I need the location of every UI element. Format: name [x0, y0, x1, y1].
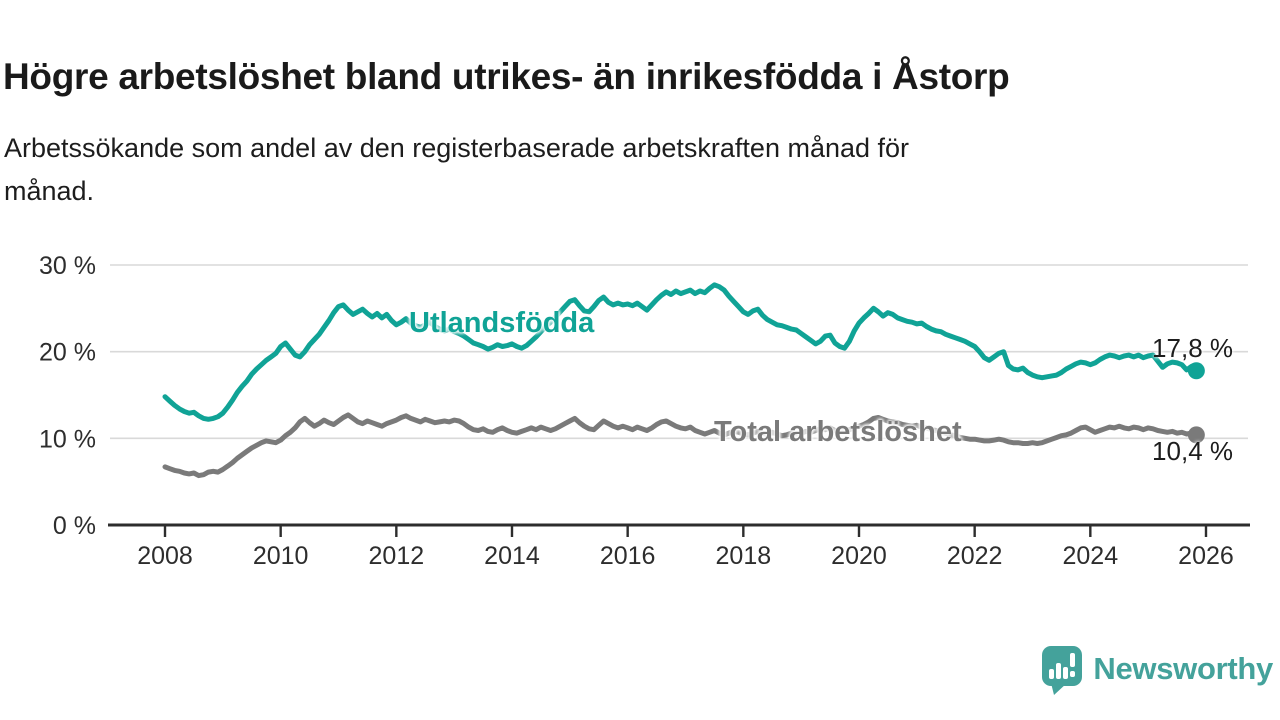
- newsworthy-bubble-icon: [1042, 646, 1083, 695]
- end-value-label-total: 10,4 %: [1152, 436, 1233, 466]
- y-tick-label-20: 20 %: [39, 339, 96, 367]
- series-line-0: [162, 282, 1199, 422]
- x-tick-label-2022: 2022: [947, 542, 1003, 570]
- x-tick-label-2018: 2018: [716, 542, 772, 570]
- series-label-total-arbetsloshet: Total arbetslöshet: [714, 416, 962, 448]
- newsworthy-wordmark: Newsworthy: [1093, 651, 1273, 686]
- x-tick-label-2008: 2008: [137, 542, 193, 570]
- x-tick-label-2024: 2024: [1063, 542, 1119, 570]
- end-value-label-utlandsfodda: 17,8 %: [1152, 333, 1233, 363]
- x-tick-label-2014: 2014: [484, 542, 540, 570]
- x-tick-label-2010: 2010: [253, 542, 309, 570]
- chart-subtitle: Arbetssökande som andel av den registerb…: [4, 133, 910, 206]
- newsworthy-logo: Newsworthy: [1041, 642, 1273, 696]
- series-end-dot-1: [1187, 426, 1205, 444]
- x-tick-label-2026: 2026: [1178, 542, 1234, 570]
- x-tick-label-2020: 2020: [831, 542, 887, 570]
- series-line-1: [162, 412, 1199, 479]
- x-tick-label-2016: 2016: [600, 542, 656, 570]
- chart-title: Högre arbetslöshet bland utrikes- än inr…: [3, 55, 1010, 97]
- y-tick-label-10: 10 %: [39, 425, 96, 453]
- series-label-utlandsfodda: Utlandsfödda: [409, 307, 595, 339]
- x-tick-label-2012: 2012: [369, 542, 425, 570]
- y-tick-label-0: 0 %: [53, 512, 96, 540]
- series-end-dot-0: [1187, 362, 1205, 380]
- y-tick-label-30: 30 %: [39, 252, 96, 280]
